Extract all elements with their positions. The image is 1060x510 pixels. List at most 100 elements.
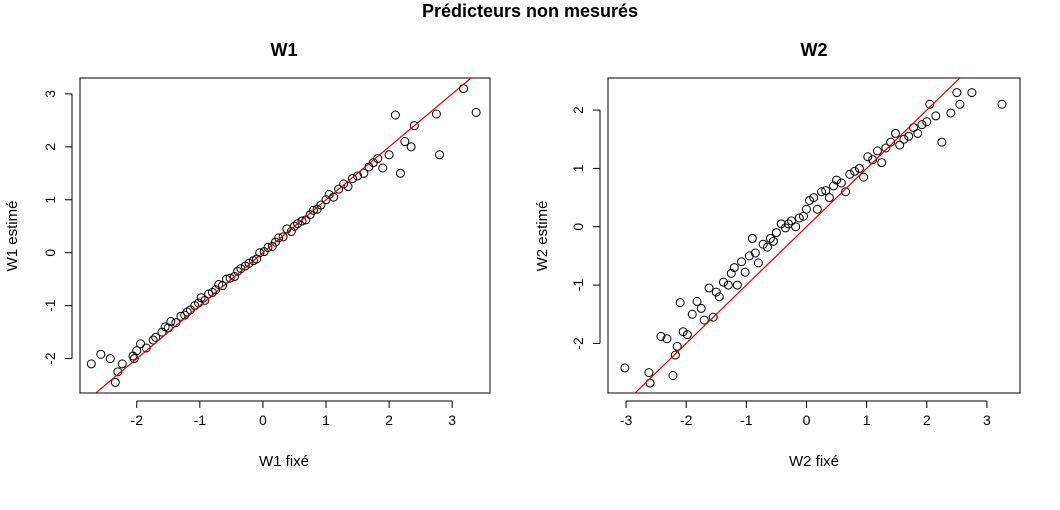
y-tick-label: 1 (42, 196, 58, 204)
scatter-point (176, 311, 186, 321)
x-tick-label: -1 (740, 412, 753, 428)
scatter-point (699, 315, 709, 325)
scatter-point (899, 134, 909, 144)
scatter-point (704, 283, 714, 293)
x-tick-label: -3 (620, 412, 633, 428)
y-tick-label: -2 (42, 352, 58, 365)
scatter-point (904, 131, 914, 141)
scatter-point (117, 359, 127, 369)
x-tick-label: 3 (448, 412, 456, 428)
scatter-point (753, 258, 763, 268)
scatter-point (881, 143, 891, 153)
scatter-point (644, 368, 654, 378)
scatter-point (925, 99, 935, 109)
scatter-point (297, 216, 307, 226)
scatter-point (670, 350, 680, 360)
scatter-point (967, 88, 977, 98)
y-axis-label: W1 estimé (4, 201, 21, 272)
reference-line (634, 78, 961, 393)
scatter-point (955, 99, 965, 109)
scatter-point (723, 280, 733, 290)
x-tick-label: 2 (923, 412, 931, 428)
scatter-point (244, 258, 254, 268)
scatter-point (841, 187, 851, 197)
scatter-point (931, 111, 941, 121)
chart-title: W1 (271, 40, 298, 60)
scatter-point (620, 363, 630, 373)
scatter-point (656, 331, 666, 341)
scatter-point (711, 287, 721, 297)
scatter-point (459, 84, 469, 94)
y-tick-label: -1 (42, 299, 58, 312)
x-tick-label: 1 (322, 412, 330, 428)
scatter-point (692, 296, 702, 306)
x-tick-label: -2 (680, 412, 693, 428)
scatter-point (339, 179, 349, 189)
scatter-point (390, 110, 400, 120)
scatter-point (917, 120, 927, 130)
figure-title: Prédicteurs non mesurés (422, 1, 638, 21)
scatter-point (832, 175, 842, 185)
scatter-point (696, 303, 706, 313)
scatter-point (359, 168, 369, 178)
scatter-point (913, 128, 923, 138)
scatter-point (132, 346, 142, 356)
scatter-point (821, 186, 831, 196)
scatter-point (863, 152, 873, 162)
scatter-point (675, 298, 685, 308)
scatter-point (343, 182, 353, 192)
y-axis-label: W2 estimé (534, 201, 551, 272)
scatter-point (274, 233, 284, 243)
y-tick-label: 0 (42, 249, 58, 257)
scatter-point (334, 184, 344, 194)
scatter-point (737, 257, 747, 267)
scatter-point (937, 137, 947, 147)
chart-panel-w2: W2 W2 fixé W2 estimé -3 -2 -1 0 1 2 3 -2 -1 0 1 2 (534, 40, 1021, 470)
scatter-point (794, 213, 804, 223)
scatter-point (151, 332, 161, 342)
scatter-point (435, 150, 445, 160)
scatter-point (946, 108, 956, 118)
scatter-point (105, 354, 115, 364)
scatter-point (289, 221, 299, 231)
scatter-point (225, 273, 235, 283)
scatter-point (850, 166, 860, 176)
chart-panel-w1: W1 W1 fixé W1 estimé -2 -1 0 1 2 3 -2 -1 0 1 2 3 (4, 40, 491, 470)
scatter-point (768, 236, 778, 246)
scatter-point (809, 193, 819, 203)
scatter-point (877, 158, 887, 168)
x-tick-label: 2 (385, 412, 393, 428)
scatter-point (824, 193, 834, 203)
scatter-point (997, 99, 1007, 109)
scatter-point (786, 216, 796, 226)
x-tick-label: 1 (863, 412, 871, 428)
x-axis-label: W1 fixé (259, 453, 309, 470)
scatter-point (682, 330, 692, 340)
scatter-point (687, 309, 697, 319)
scatter-point (765, 233, 775, 243)
scatter-point (801, 204, 811, 214)
scatter-point (384, 150, 394, 160)
scatter-point (740, 267, 750, 277)
scatter-point (854, 163, 864, 173)
y-tick-label: -2 (570, 337, 586, 350)
scatter-point (859, 172, 869, 182)
x-tick-label: 0 (803, 412, 811, 428)
scatter-point (791, 222, 801, 232)
y-tick-label: 2 (42, 143, 58, 151)
scatter-point (845, 169, 855, 179)
plot-frame (79, 77, 491, 394)
scatter-point (909, 123, 919, 133)
scatter-point (263, 242, 273, 252)
scatter-point (922, 117, 932, 127)
scatter-point (750, 248, 760, 258)
scatter-point (817, 187, 827, 197)
scatter-point (829, 181, 839, 191)
scatter-point (86, 359, 96, 369)
scatter-point (708, 312, 718, 322)
scatter-point (409, 121, 419, 131)
y-tick-label: 0 (570, 223, 586, 231)
scatter-point (96, 349, 106, 359)
scatter-point (395, 168, 405, 178)
